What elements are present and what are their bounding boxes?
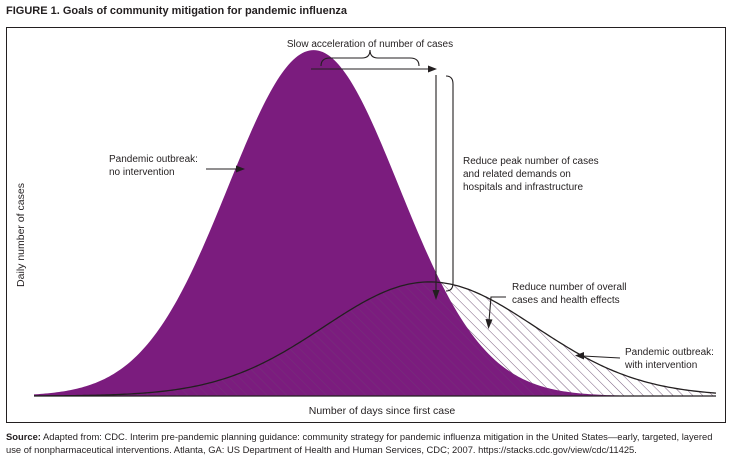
annotation-reduce-overall-line2: cases and health effects [512,295,620,306]
annotation-slow-acceleration: Slow acceleration of number of cases [287,39,453,50]
label-with-intervention-line1: Pandemic outbreak: [625,347,714,358]
no-intervention-arrowhead [236,165,245,173]
label-no-intervention-line2: no intervention [109,167,175,178]
annotation-reduce-overall-line1: Reduce number of overall [512,282,627,293]
with-intervention-arrow-line [582,355,621,359]
annotation-reduce-peak-line2: and related demands on [463,169,571,180]
label-with-intervention-line2: with intervention [624,360,697,371]
label-no-intervention-line1: Pandemic outbreak: [109,154,198,165]
source-text: Adapted from: CDC. Interim pre-pandemic … [6,431,713,455]
annotation-reduce-peak-line3: hospitals and infrastructure [463,182,584,193]
reduce-overall-leader [488,296,506,322]
chart-svg: Number of days since first case Daily nu… [15,39,717,417]
with-intervention-arrowhead [575,352,584,360]
x-axis-label: Number of days since first case [309,405,456,417]
y-axis-label: Daily number of cases [15,183,27,287]
reduce-peak-bracket [445,75,454,292]
source-note: Source: Adapted from: CDC. Interim pre-p… [6,430,728,456]
reduce-peak-arrowhead [432,290,440,300]
slow-acceleration-arrowhead [428,65,437,73]
annotation-reduce-peak-line1: Reduce peak number of cases [463,156,599,167]
line-with-intervention [33,281,717,397]
figure-title: FIGURE 1. Goals of community mitigation … [6,5,348,17]
slow-acceleration-brace [320,49,420,67]
area-no-intervention [34,50,716,396]
source-label: Source: [6,431,41,442]
chart-frame [6,27,726,423]
reduce-overall-arrowhead [485,319,493,329]
